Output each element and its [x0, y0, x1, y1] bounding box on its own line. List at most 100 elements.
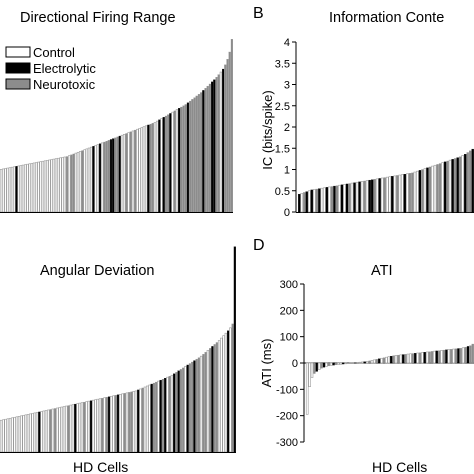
bar-neurotoxic [114, 137, 117, 213]
bar-control [51, 408, 55, 453]
panel-d-y-axis: -300 -200 -100 0 100 200 300 [276, 279, 474, 449]
bar-neurotoxic [418, 352, 422, 364]
bar-neurotoxic [230, 39, 233, 213]
bar-neurotoxic [193, 97, 196, 213]
bar-control [119, 394, 122, 453]
bar-neurotoxic [151, 123, 154, 213]
bar-neurotoxic [217, 74, 220, 213]
bar-electrolytic [342, 362, 345, 365]
bar-control [79, 151, 82, 213]
panel-c-bars [0, 246, 236, 453]
bar-control [120, 134, 124, 213]
bar-control [217, 340, 221, 453]
bar-control [339, 362, 343, 365]
bar-electrolytic [186, 364, 189, 453]
bar-control [448, 159, 452, 213]
bar-control [132, 391, 135, 453]
bar-neurotoxic [103, 141, 106, 213]
y-tick-label: 1 [284, 165, 290, 177]
bar-control [29, 413, 32, 453]
bar-electrolytic [443, 161, 447, 213]
panel-b-letter: B [253, 5, 264, 22]
bar-neurotoxic [368, 360, 371, 364]
bar-control [59, 157, 62, 213]
bar-neurotoxic [320, 362, 323, 369]
y-tick-label: 1.5 [275, 143, 290, 155]
panel-b-ylabel: IC (bits/spike) [260, 90, 275, 169]
bar-control [31, 413, 34, 453]
bar-control [98, 398, 102, 453]
bar-neurotoxic [129, 131, 132, 213]
bar-neurotoxic [454, 348, 458, 364]
bar-neurotoxic [466, 152, 469, 213]
bar-control [94, 145, 97, 213]
bar-control [101, 142, 104, 213]
panel-a-title: Directional Firing Range [20, 10, 176, 26]
bar-control [90, 146, 93, 213]
bar-control [39, 161, 42, 213]
bar-electrolytic [315, 362, 318, 372]
bar-control [423, 168, 427, 213]
bar-neurotoxic [382, 357, 386, 364]
bar-neurotoxic [81, 150, 84, 213]
bar-electrolytic [354, 362, 357, 364]
bar-neurotoxic [315, 188, 319, 213]
bar-electrolytic [118, 135, 121, 213]
bar-control [121, 393, 124, 453]
bar-control [69, 404, 73, 453]
bar-neurotoxic [213, 344, 216, 453]
bar-control [361, 361, 364, 364]
bar-neurotoxic [204, 88, 207, 213]
bar-neurotoxic [149, 123, 152, 213]
bar-neurotoxic [161, 379, 165, 453]
bar-control [96, 398, 99, 453]
bar-electrolytic [345, 183, 349, 213]
bar-electrolytic [464, 154, 467, 213]
bar-control [6, 418, 10, 453]
bar-control [337, 362, 340, 365]
legend-label-electrolytic: Electrolytic [33, 61, 96, 76]
bar-control [317, 362, 321, 370]
bar-neurotoxic [375, 359, 378, 364]
bar-control [6, 167, 9, 213]
bar-control [48, 159, 51, 213]
bar-control [155, 120, 159, 213]
bar-control [2, 419, 5, 453]
bar-neurotoxic [346, 362, 350, 364]
bar-control [87, 400, 91, 453]
bar-control [329, 362, 333, 366]
bar-control [35, 412, 39, 453]
bar-neurotoxic [430, 351, 434, 364]
bar-neurotoxic [173, 110, 176, 213]
bar-electrolytic [390, 355, 393, 364]
y-tick-label: 0.5 [275, 186, 290, 198]
bar-control [338, 184, 341, 213]
bar-control [166, 376, 169, 453]
bar-control [65, 405, 68, 453]
bar-control [385, 356, 388, 364]
bar-neurotoxic [200, 92, 203, 213]
bar-neurotoxic [141, 387, 144, 453]
bar-control [85, 401, 88, 453]
bar-neurotoxic [327, 362, 330, 367]
bar-control [398, 174, 402, 213]
bar-electrolytic [173, 373, 176, 453]
bar-neurotoxic [464, 347, 467, 364]
bar-electrolytic [109, 139, 113, 213]
bar-neurotoxic [438, 350, 441, 364]
bar-control [103, 397, 106, 453]
bar-neurotoxic [116, 136, 119, 213]
bar-electrolytic [368, 179, 371, 213]
bar-control [127, 132, 130, 213]
bar-electrolytic [164, 378, 167, 453]
y-tick-label: -300 [276, 437, 298, 449]
bar-neurotoxic [114, 395, 117, 453]
bar-electrolytic [169, 113, 172, 213]
y-tick-label: 0 [292, 358, 298, 370]
bar-neurotoxic [421, 169, 424, 213]
bar-neurotoxic [197, 357, 200, 453]
bar-neurotoxic [383, 177, 386, 213]
bar-control [350, 182, 354, 213]
bar-electrolytic [402, 354, 405, 364]
bar-electrolytic [137, 389, 140, 453]
